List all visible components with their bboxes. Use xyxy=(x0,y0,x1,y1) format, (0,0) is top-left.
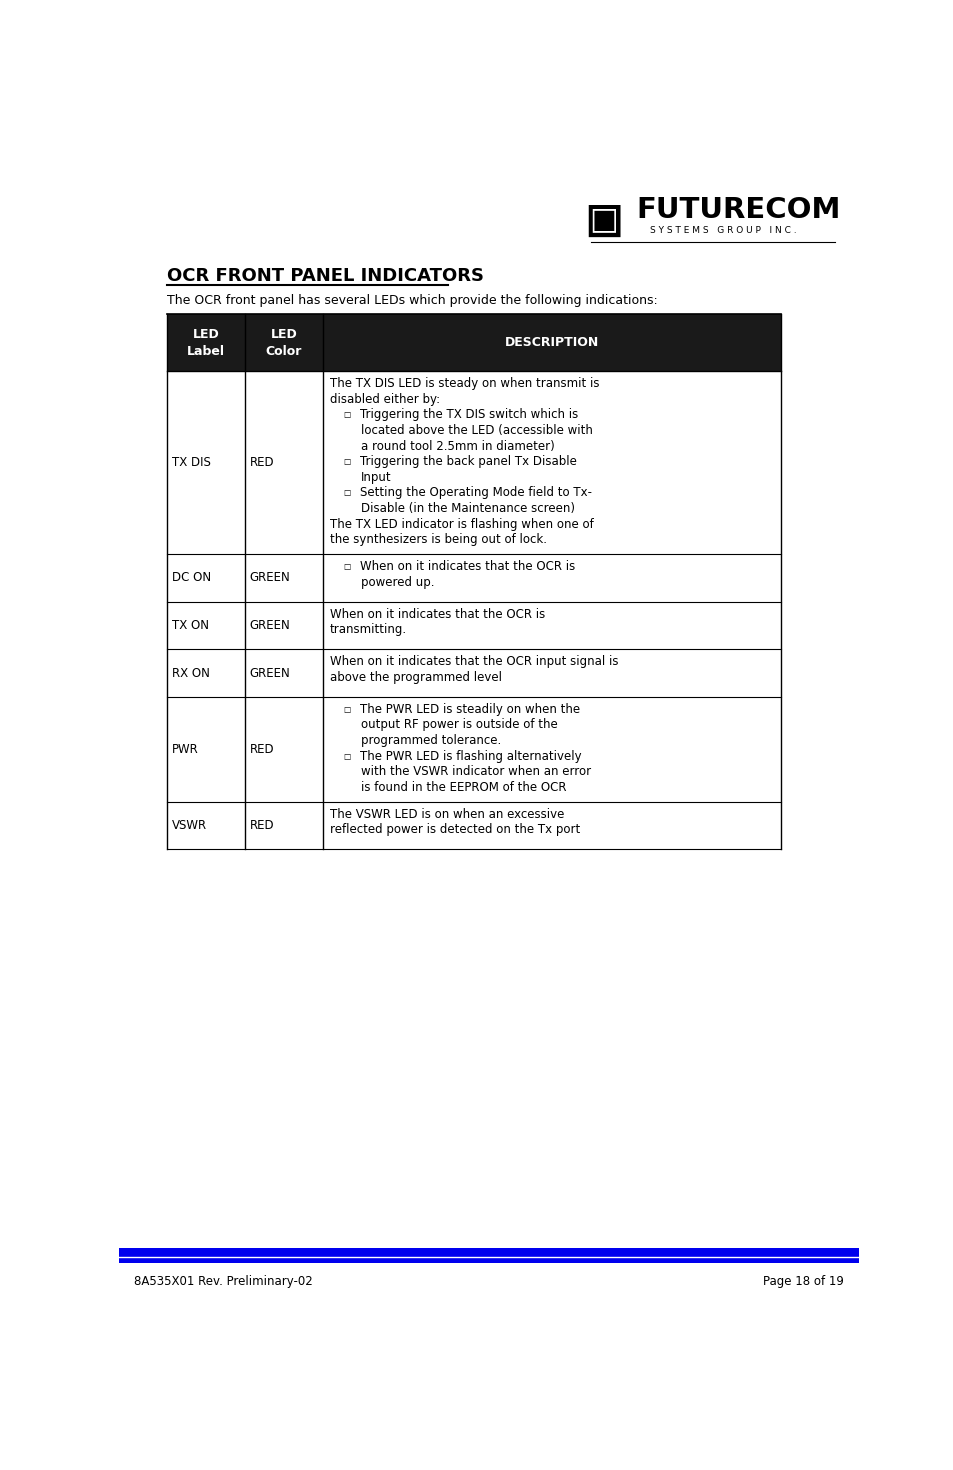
Text: LED
Color: LED Color xyxy=(265,328,302,357)
Text: LED
Label: LED Label xyxy=(187,328,225,357)
Text: output RF power is outside of the: output RF power is outside of the xyxy=(360,719,558,732)
Text: the synthesizers is being out of lock.: the synthesizers is being out of lock. xyxy=(330,534,546,547)
Text: 8A535X01 Rev. Preliminary-02: 8A535X01 Rev. Preliminary-02 xyxy=(133,1274,313,1288)
Text: reflected power is detected on the Tx port: reflected power is detected on the Tx po… xyxy=(330,823,579,836)
Text: RED: RED xyxy=(249,456,274,469)
Text: Input: Input xyxy=(360,470,392,484)
Text: DC ON: DC ON xyxy=(172,572,211,585)
Text: GREEN: GREEN xyxy=(249,619,290,632)
Text: Disable (in the Maintenance screen): Disable (in the Maintenance screen) xyxy=(360,501,575,514)
Text: □: □ xyxy=(343,410,350,419)
Text: □: □ xyxy=(343,562,350,572)
Text: Triggering the TX DIS switch which is: Triggering the TX DIS switch which is xyxy=(359,409,578,422)
Text: DESCRIPTION: DESCRIPTION xyxy=(504,337,598,350)
Text: RED: RED xyxy=(249,742,274,756)
Bar xyxy=(167,697,781,803)
Text: GREEN: GREEN xyxy=(249,572,290,585)
Bar xyxy=(167,554,781,601)
Bar xyxy=(167,803,781,850)
Text: The TX DIS LED is steady on when transmit is: The TX DIS LED is steady on when transmi… xyxy=(330,376,598,390)
Text: ■: ■ xyxy=(583,198,622,241)
Text: RED: RED xyxy=(249,819,274,832)
Text: S Y S T E M S   G R O U P   I N C .: S Y S T E M S G R O U P I N C . xyxy=(649,226,796,235)
Text: The TX LED indicator is flashing when one of: The TX LED indicator is flashing when on… xyxy=(330,517,593,531)
Text: above the programmed level: above the programmed level xyxy=(330,670,501,684)
Text: GREEN: GREEN xyxy=(249,666,290,679)
Text: When on it indicates that the OCR input signal is: When on it indicates that the OCR input … xyxy=(330,656,618,669)
Text: transmitting.: transmitting. xyxy=(330,623,407,637)
Text: located above the LED (accessible with: located above the LED (accessible with xyxy=(360,423,592,437)
Text: The VSWR LED is on when an excessive: The VSWR LED is on when an excessive xyxy=(330,809,564,820)
Text: □: □ xyxy=(343,488,350,497)
Text: The PWR LED is flashing alternatively: The PWR LED is flashing alternatively xyxy=(359,750,580,763)
Text: When on it indicates that the OCR is: When on it indicates that the OCR is xyxy=(359,560,575,573)
Bar xyxy=(167,601,781,650)
Text: □: □ xyxy=(588,204,618,234)
Text: □: □ xyxy=(343,751,350,760)
Text: with the VSWR indicator when an error: with the VSWR indicator when an error xyxy=(360,766,591,778)
Text: RX ON: RX ON xyxy=(172,666,210,679)
Text: When on it indicates that the OCR is: When on it indicates that the OCR is xyxy=(330,607,545,620)
Text: The PWR LED is steadily on when the: The PWR LED is steadily on when the xyxy=(359,703,579,716)
Text: TX ON: TX ON xyxy=(172,619,209,632)
Bar xyxy=(167,650,781,697)
Text: TX DIS: TX DIS xyxy=(172,456,211,469)
Bar xyxy=(167,370,781,554)
Text: OCR FRONT PANEL INDICATORS: OCR FRONT PANEL INDICATORS xyxy=(167,268,484,285)
Text: Page 18 of 19: Page 18 of 19 xyxy=(762,1274,842,1288)
Text: a round tool 2.5mm in diameter): a round tool 2.5mm in diameter) xyxy=(360,440,555,453)
Text: powered up.: powered up. xyxy=(360,576,434,589)
Text: VSWR: VSWR xyxy=(172,819,207,832)
Bar xyxy=(119,1248,858,1263)
Text: is found in the EEPROM of the OCR: is found in the EEPROM of the OCR xyxy=(360,781,566,794)
Text: disabled either by:: disabled either by: xyxy=(330,392,439,406)
Text: PWR: PWR xyxy=(172,742,198,756)
Text: □: □ xyxy=(343,704,350,714)
Text: The OCR front panel has several LEDs which provide the following indications:: The OCR front panel has several LEDs whi… xyxy=(167,294,658,307)
Text: Triggering the back panel Tx Disable: Triggering the back panel Tx Disable xyxy=(359,456,576,467)
Text: FUTURECOM: FUTURECOM xyxy=(637,197,841,225)
Text: □: □ xyxy=(343,457,350,466)
Bar xyxy=(167,315,781,370)
Text: Setting the Operating Mode field to Tx-: Setting the Operating Mode field to Tx- xyxy=(359,487,591,500)
Text: programmed tolerance.: programmed tolerance. xyxy=(360,734,500,747)
